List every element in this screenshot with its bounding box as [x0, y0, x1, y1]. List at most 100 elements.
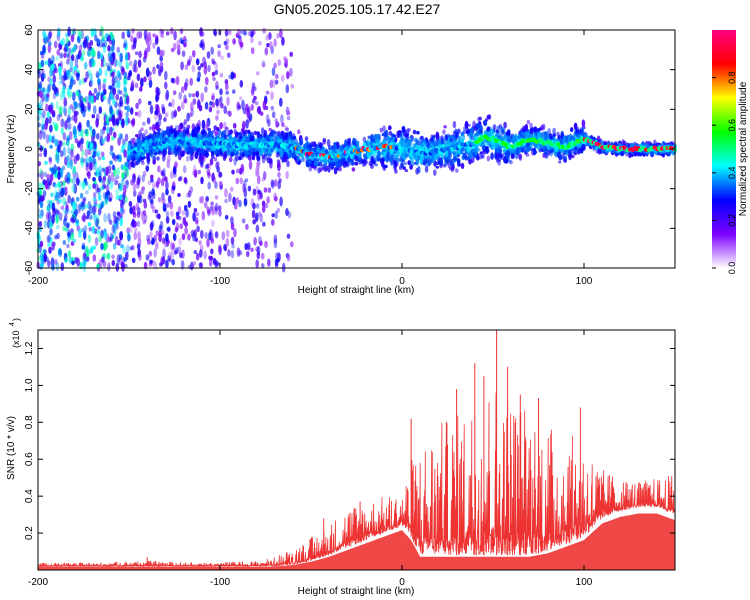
spectrogram-cell: [156, 87, 161, 96]
spectrogram-cell: [43, 171, 48, 178]
spectrogram-cell: [116, 254, 121, 263]
spectrogram-cell: [142, 210, 147, 216]
spectrogram-cell: [224, 126, 229, 131]
spectrogram-cell: [190, 107, 194, 117]
spectrogram-cell: [87, 222, 92, 227]
spectrogram-cell: [66, 70, 71, 80]
spectrogram-cell: [46, 111, 51, 119]
spectrogram-cell: [112, 242, 117, 250]
spectrogram-cell: [449, 158, 454, 167]
spectrogram-cell: [254, 212, 259, 222]
spectrogram-cell: [252, 188, 257, 196]
spectrogram-cell: [222, 153, 227, 162]
spectrogram-cell: [498, 124, 503, 130]
spectrogram-cell: [122, 263, 126, 268]
spectrogram-cell: [210, 46, 214, 55]
spectrogram-cell: [101, 167, 106, 173]
spectrogram-cell: [46, 173, 50, 181]
spectrogram-cell: [250, 88, 255, 96]
spectrogram-cell: [116, 79, 121, 89]
spectrogram-cell: [119, 184, 123, 192]
spectrogram-cell: [338, 166, 342, 172]
spectrogram-cell: [435, 165, 440, 169]
spectrogram-cell: [439, 157, 443, 166]
spectrogram-cell: [541, 145, 546, 151]
spectrogram-cell: [245, 223, 249, 230]
spectrogram-cell: [180, 260, 185, 270]
spectrogram-cell: [467, 123, 471, 128]
spectrogram-cell: [127, 156, 131, 163]
spectrogram-cell: [162, 168, 166, 177]
spectrogram-cell: [122, 165, 127, 171]
spectrogram-cell: [258, 40, 262, 46]
spectrogram-cell: [203, 250, 207, 260]
spectrogram-cell: [165, 216, 170, 224]
spectrogram-cell: [192, 164, 197, 174]
spectrogram-cell: [60, 205, 65, 211]
spectrogram-cell: [194, 151, 199, 160]
spectrogram-cell: [219, 96, 223, 104]
spectrogram-cell: [150, 174, 154, 180]
spectrogram-cell: [48, 116, 52, 124]
spectrogram-cell: [50, 63, 55, 71]
spectrogram-cell: [54, 259, 58, 266]
spectrogram-cell: [181, 233, 186, 241]
spectrogram-cell: [403, 161, 408, 166]
spectrogram-cell: [217, 205, 222, 212]
spectrogram-cell: [111, 164, 116, 171]
spectrogram-cell: [101, 38, 105, 43]
spectrogram-cell: [543, 131, 548, 137]
spectrogram-cell: [453, 156, 457, 161]
spectrogram-cell: [122, 245, 126, 254]
spectrogram-cell: [170, 170, 174, 180]
spectrogram-cell: [301, 157, 306, 163]
spectrogram-cell: [269, 41, 273, 50]
spectrogram-cell: [154, 103, 159, 112]
spectrogram-cell: [215, 149, 220, 156]
spectrogram-cell: [197, 169, 202, 175]
spectrogram-cell: [504, 158, 509, 164]
spectrogram-cell: [232, 38, 236, 45]
spectrogram-cell: [281, 36, 285, 46]
spectrogram-cell: [461, 133, 466, 142]
spectrogram-cell: [462, 152, 467, 158]
spectrogram-cell: [39, 89, 43, 99]
spectrogram-cell: [217, 98, 222, 106]
spectrogram-cell: [264, 240, 268, 249]
spectrogram-cell: [137, 207, 141, 216]
spectrogram-cell: [253, 95, 257, 101]
spectrogram-cell: [126, 29, 130, 36]
spectrogram-cell: [486, 126, 491, 133]
spectrogram-cell: [177, 44, 181, 52]
spectrogram-cell: [165, 211, 170, 217]
spectrogram-cell: [97, 81, 102, 92]
spectrogram-cell: [214, 195, 219, 200]
spectrogram-cell: [530, 127, 534, 135]
spectrogram-cell: [46, 205, 50, 212]
spectrogram-cell: [51, 263, 55, 271]
spectrogram-cell: [138, 31, 143, 39]
spectrogram-cell: [97, 207, 102, 216]
spectrogram-cell: [117, 136, 121, 146]
spectrogram-cell: [106, 190, 111, 198]
spectrogram-cell: [97, 91, 101, 96]
spectrogram-cell: [81, 149, 85, 157]
spectrogram-cell: [251, 156, 256, 161]
spectrogram-cell: [380, 157, 385, 165]
spectrogram-cell: [323, 166, 328, 172]
spectrogram-cell: [650, 151, 654, 155]
spectrogram-core: [127, 114, 677, 177]
spectrogram-cell: [167, 255, 171, 261]
spectrogram-cell: [102, 112, 107, 117]
spectrogram-cell: [465, 129, 470, 135]
spectrogram-cell: [210, 201, 214, 206]
spectrogram-cell: [628, 152, 632, 159]
spectrogram-cell: [155, 241, 159, 250]
spectrogram-cell: [155, 181, 160, 189]
spectrogram-cell: [340, 158, 344, 164]
spectrogram-cell: [242, 183, 246, 193]
spectrogram-cell: [203, 201, 208, 209]
spectrogram-cell: [312, 141, 316, 146]
spectrogram-cell: [271, 218, 275, 226]
spectrogram-cell: [132, 63, 136, 73]
